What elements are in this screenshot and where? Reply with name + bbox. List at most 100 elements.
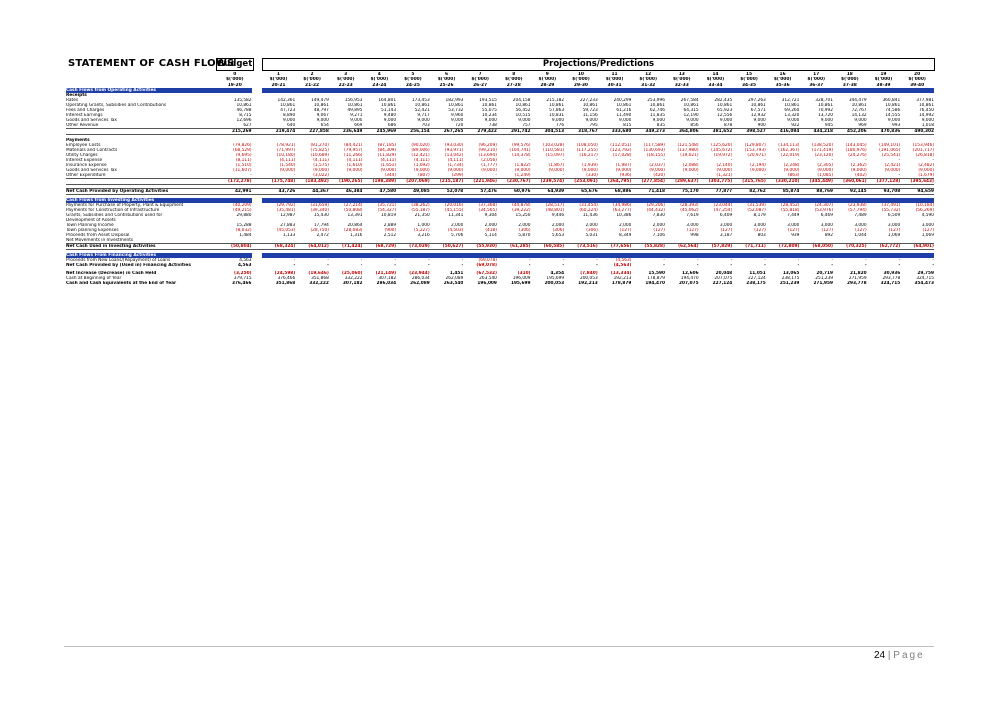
row-label: Town planning Expenses: [66, 227, 119, 233]
value-cell: 10,861: [549, 102, 565, 108]
value-cell: 856: [690, 122, 699, 128]
budget-header: Budget: [216, 58, 254, 71]
section-bar-cell: [328, 252, 363, 258]
value-cell: 9,000: [316, 117, 329, 123]
row-label: Cash and Cash Equivalents at the End of …: [66, 280, 177, 286]
value-cell: 470,836: [866, 127, 901, 135]
value-cell: (4,111): [313, 157, 329, 163]
value-cell: (68,529): [233, 147, 252, 153]
value-cell: (1,939): [582, 162, 598, 168]
value-cell: -: [797, 257, 800, 263]
value-cell: 17,794: [313, 222, 329, 228]
section-header-row: Cash Flows from Operating Activities: [66, 87, 934, 93]
value-cell: 204,158: [512, 97, 531, 103]
value-cell: (9,000): [850, 167, 867, 173]
value-cell: 215,182: [546, 97, 565, 103]
value-cell: 12,556: [717, 112, 733, 118]
value-cell: -: [562, 157, 565, 163]
value-cell: 227,124: [748, 275, 766, 281]
value-cell: 627: [243, 122, 252, 128]
value-cell: 10,234: [481, 112, 497, 118]
value-cell: (1,249): [514, 172, 531, 178]
value-cell: (39,222): [512, 207, 531, 213]
value-cell: (7,840): [580, 270, 598, 276]
column-gap: [251, 242, 262, 250]
value-cell: 12,696: [236, 117, 252, 123]
value-cell: -: [697, 157, 699, 163]
value-cell: 9,000: [585, 117, 598, 123]
value-cell: 13,720: [817, 112, 834, 118]
value-cell: (2,305): [817, 162, 834, 168]
column-unit-cell: $('000): [303, 77, 321, 83]
value-cell: (28,750): [310, 227, 329, 233]
value-cell: 377,981: [916, 97, 934, 103]
value-cell: -: [360, 257, 363, 263]
value-cell: 29,759: [917, 270, 934, 276]
value-cell: 77,877: [698, 187, 733, 195]
value-cell: 293,778: [882, 275, 901, 281]
value-cell: -: [764, 157, 766, 163]
value-cell: 9,960: [451, 112, 464, 118]
value-cell: (3,250): [234, 270, 252, 276]
section-bar-cell: [833, 87, 867, 93]
value-cell: 9,000: [451, 117, 464, 123]
value-cell: 12,987: [280, 212, 296, 218]
value-cell: 9,271: [350, 112, 363, 118]
column-period-cell: 31-32: [641, 82, 656, 88]
value-cell: (55,930): [463, 242, 497, 250]
value-cell: 251,239: [815, 275, 834, 281]
value-cell: 703: [421, 122, 430, 128]
value-cell: 6,409: [719, 212, 733, 218]
section-header-row: Cash Flows from Investing Activities: [66, 197, 934, 203]
value-cell: (73,029): [396, 242, 430, 250]
value-cell: 10,861: [851, 102, 867, 108]
value-cell: 4,563: [239, 257, 252, 263]
value-cell: 2,472: [316, 232, 329, 238]
value-cell: -: [663, 157, 665, 163]
value-cell: 3,000: [820, 222, 834, 228]
value-cell: 10,861: [885, 102, 901, 108]
value-cell: (330,210): [765, 177, 800, 185]
line-item-row: Town Planning Income 15,288 27,883 17,794 20…: [66, 223, 934, 228]
value-cell: 803: [757, 232, 766, 238]
value-cell: (123,792): [610, 147, 632, 153]
group-heading: Payments: [66, 137, 90, 143]
value-cell: 9,000: [417, 117, 430, 123]
column-unit-cell: $('000): [504, 77, 523, 83]
value-cell: 227,858: [295, 127, 329, 135]
value-cell: -: [797, 157, 800, 163]
value-cell: 7,830: [652, 212, 665, 218]
value-cell: (402): [855, 172, 867, 178]
value-cell: (9,000): [313, 167, 329, 173]
value-cell: (2,362): [850, 162, 867, 168]
value-cell: (863): [787, 172, 800, 178]
column-header-year: 0 1 2 3 4 5 6 7 8 9 10 11 12 13 14 15 16 17 18 19 20: [66, 72, 934, 77]
value-cell: 434,218: [799, 127, 834, 135]
section-bar-cell: [833, 252, 867, 258]
value-cell: (215,187): [429, 177, 464, 185]
value-cell: 304,513: [530, 127, 565, 135]
column-unit-cell: $('000): [225, 77, 244, 83]
subtotal-row: (172,278) (175,748) (183,492) (190,265) (198…: [66, 177, 934, 185]
value-cell: 379,715: [233, 275, 252, 281]
value-cell: (4,111): [346, 157, 363, 163]
value-cell: 195,699: [510, 280, 531, 286]
value-cell: (21,149): [375, 270, 397, 276]
value-cell: 7,619: [686, 212, 699, 218]
footer-divider: [64, 646, 934, 647]
value-cell: 15,288: [236, 222, 252, 228]
value-cell: -: [360, 172, 363, 178]
value-cell: 10,861: [717, 102, 733, 108]
value-cell: 686: [387, 122, 397, 128]
value-cell: 65,923: [717, 107, 733, 113]
section-bar-cell: [396, 197, 430, 203]
value-cell: (69,078): [476, 262, 497, 268]
value-cell: 10,386: [616, 212, 632, 218]
value-cell: 835: [656, 122, 665, 128]
value-cell: (4,111): [447, 157, 464, 163]
value-cell: (149,101): [879, 142, 901, 148]
row-label: Proceeds from New Loans/(Repayment) of L…: [66, 257, 171, 263]
value-cell: 720: [455, 122, 464, 128]
value-cell: 178,879: [611, 280, 632, 286]
value-cell: 196,009: [512, 275, 531, 281]
